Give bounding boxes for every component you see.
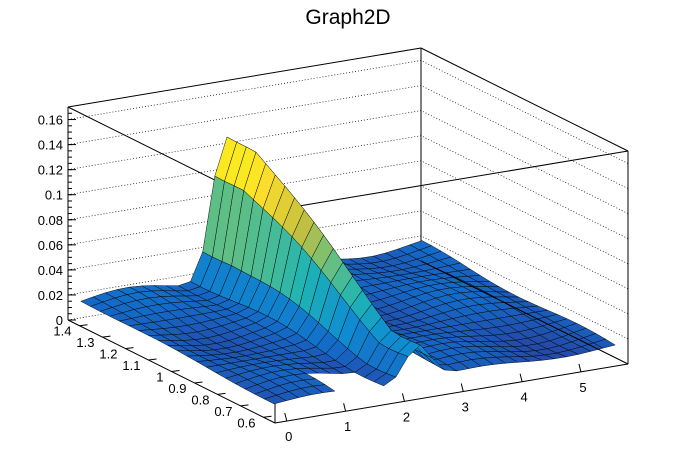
x-tick-label: 1 [344, 419, 351, 434]
x-tick-label: 0 [285, 429, 292, 444]
gridline [67, 210, 629, 315]
x-tick-label: 4 [520, 390, 527, 405]
y-tick-label: 1.1 [122, 358, 140, 373]
x-tick [343, 403, 347, 412]
y-tick-label: 1.3 [76, 335, 94, 350]
x-axis-line [274, 363, 629, 424]
surface-cell [263, 394, 287, 405]
gridline [67, 160, 629, 265]
z-tick-label: 0.08 [38, 213, 63, 228]
y-tick [125, 347, 134, 350]
z-tick-label: 0.14 [38, 138, 63, 153]
y-tick [240, 404, 249, 407]
x-tick-label: 3 [462, 400, 469, 415]
z-tick-label: 0.06 [38, 238, 63, 253]
x-axis: 0 1 2 3 4 5 [284, 363, 587, 444]
y-tick [102, 335, 111, 338]
y-tick [148, 358, 157, 361]
x-tick [460, 383, 464, 392]
y-tick [79, 324, 88, 327]
gridline [67, 110, 629, 214]
y-tick [171, 370, 180, 372]
surface-plot [80, 136, 616, 405]
z-tick-label: 0.16 [38, 113, 63, 128]
gridline [67, 135, 629, 240]
gridline [67, 185, 629, 290]
y-tick-label: 0.9 [168, 381, 186, 396]
y-tick [217, 392, 226, 395]
z-tick-label: 0.12 [38, 163, 63, 178]
z-axis: 0 0.02 0.04 0.06 0.08 0.1 0.12 0.14 0.16 [38, 113, 76, 328]
y-tick-label: 1.2 [99, 347, 117, 362]
x-tick [578, 363, 582, 372]
y-axis: 0.6 0.7 0.8 0.9 1 1.1 1.2 1.3 1.4 [53, 324, 272, 430]
box-edge [67, 47, 422, 108]
y-tick-label: 1.4 [53, 324, 71, 339]
x-tick-label: 2 [403, 409, 410, 424]
y-tick [194, 381, 203, 384]
x-tick [519, 373, 523, 382]
y-tick-label: 0.8 [191, 392, 209, 407]
z-tick-label: 0.04 [38, 263, 63, 278]
box-edge [274, 150, 629, 211]
z-tick-label: 0 [56, 313, 63, 328]
gridline [67, 235, 629, 340]
y-tick-label: 1 [156, 370, 163, 385]
x-tick [284, 412, 288, 422]
y-tick-label: 0.7 [214, 404, 232, 419]
y-tick-label: 0.6 [237, 415, 255, 430]
axis-box [67, 47, 629, 423]
z-tick-label: 0.1 [45, 188, 63, 203]
box-edge [420, 260, 629, 365]
y-tick [263, 415, 272, 418]
box-edge [420, 47, 629, 152]
surface-cell [373, 373, 397, 387]
gridline [67, 85, 629, 189]
x-tick [401, 393, 405, 402]
chart-title: Graph2D [305, 6, 390, 29]
z-tick-label: 0.02 [38, 288, 63, 303]
x-tick-label: 5 [579, 380, 586, 395]
gridline [67, 60, 629, 164]
